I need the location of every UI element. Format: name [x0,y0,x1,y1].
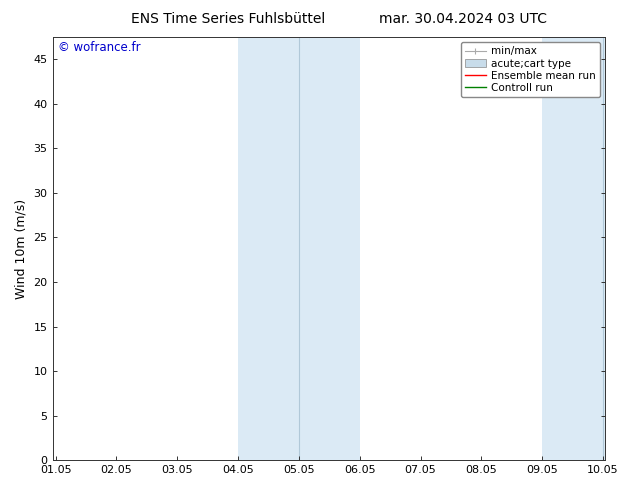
Bar [299,37,359,460]
Bar [603,37,605,460]
Bar [238,37,299,460]
Text: ENS Time Series Fuhlsbüttel: ENS Time Series Fuhlsbüttel [131,12,325,26]
Legend: min/max, acute;cart type, Ensemble mean run, Controll run: min/max, acute;cart type, Ensemble mean … [461,42,600,97]
Text: mar. 30.04.2024 03 UTC: mar. 30.04.2024 03 UTC [379,12,547,26]
Bar [542,37,603,460]
Text: © wofrance.fr: © wofrance.fr [58,41,141,54]
Y-axis label: Wind 10m (m/s): Wind 10m (m/s) [15,198,28,299]
